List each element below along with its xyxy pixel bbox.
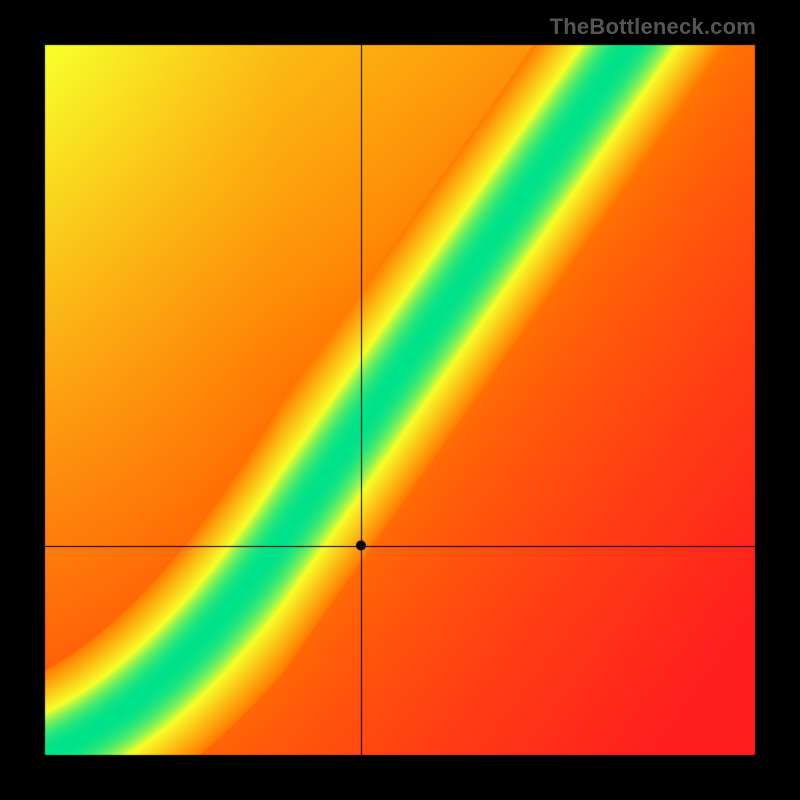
chart-container: TheBottleneck.com — [0, 0, 800, 800]
watermark-text: TheBottleneck.com — [550, 14, 756, 40]
bottleneck-heatmap — [0, 0, 800, 800]
